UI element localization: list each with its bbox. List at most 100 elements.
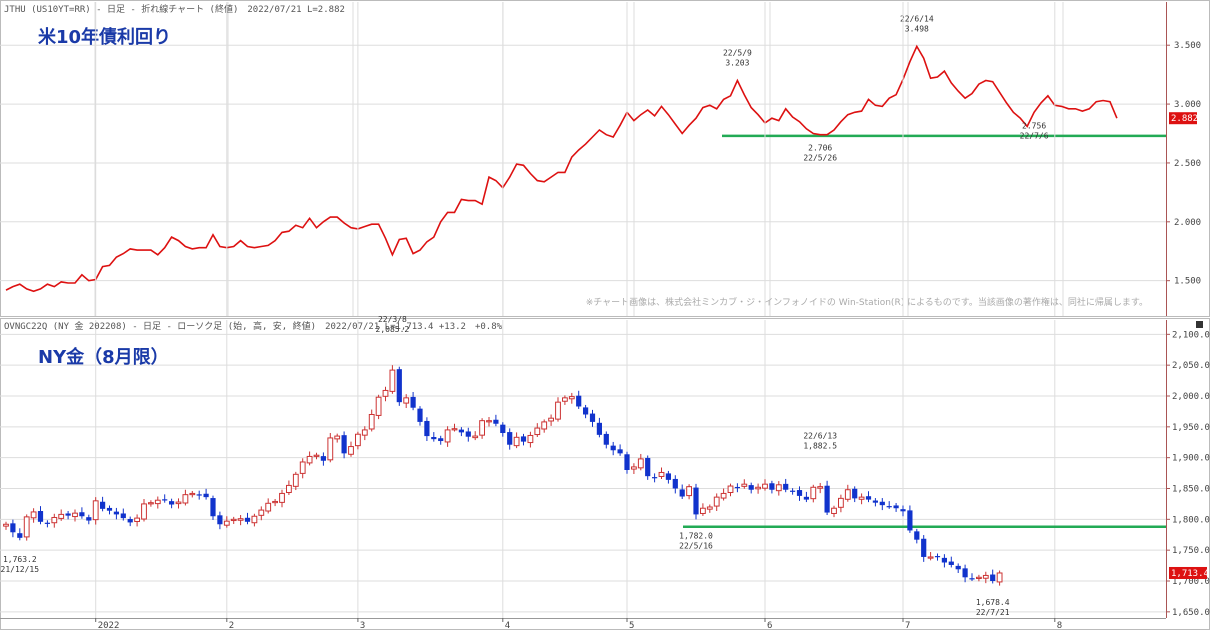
gold-candle [44, 520, 50, 528]
yield-title: 米10年債利回り [38, 26, 171, 48]
gold-candle [879, 498, 885, 511]
gold-candle [341, 431, 347, 459]
gold-candle-body [10, 523, 16, 533]
gold-candle [934, 553, 941, 561]
gold-candle [424, 417, 430, 442]
gold-candle-body [934, 556, 941, 558]
gold-candle-body [286, 484, 292, 494]
gold-candle-body [210, 498, 216, 517]
gold-candle-body [893, 505, 899, 509]
gold-annotation-date: 22/6/13 [803, 432, 837, 441]
yield-last-value: 2.882 [1171, 114, 1198, 124]
gold-candle [299, 458, 306, 479]
gold-candle-body [548, 417, 555, 422]
gold-candle-body [348, 446, 354, 455]
gold-candle [134, 514, 140, 527]
gold-candle [583, 404, 589, 419]
gold-candle [803, 491, 809, 503]
gold-candle [568, 392, 575, 404]
gold-candle-body [223, 520, 230, 526]
gold-candle-body [720, 492, 727, 499]
gold-candle [465, 427, 471, 442]
gold-candle [120, 508, 126, 521]
gold-candle [941, 554, 947, 568]
gold-candle-body [921, 538, 927, 557]
gold-candle [438, 435, 444, 445]
gold-candle-body [645, 457, 651, 477]
gold-candle-body [23, 516, 30, 538]
gold-candle [251, 513, 258, 527]
gold-candle [755, 483, 762, 494]
gold-candle [927, 552, 934, 561]
gold-candle-body [3, 523, 9, 527]
gold-candle [893, 502, 899, 512]
gold-annotation-date: 22/7/21 [976, 608, 1010, 617]
gold-candle-body [783, 483, 789, 490]
yield-annotation-value: 3.498 [905, 24, 929, 33]
gold-candle-body [292, 473, 299, 487]
gold-candle-body [299, 461, 306, 474]
gold-candle-body [44, 522, 50, 524]
gold-candle [658, 467, 665, 479]
gold-candle [720, 488, 727, 501]
gold-candle-body [175, 501, 182, 505]
gold-candle-body [500, 424, 506, 433]
gold-candle-body [334, 435, 341, 440]
gold-candle [762, 479, 768, 491]
gold-candle-body [37, 511, 44, 522]
gold-candle [210, 495, 216, 520]
gold-candle [810, 484, 817, 503]
yield-annotation-value: 2.756 [1022, 121, 1046, 130]
gold-candle [507, 428, 513, 450]
gold-candle-body [852, 488, 858, 499]
gold-candle-body [458, 429, 464, 433]
yield-tick-label: 2.500 [1174, 159, 1201, 169]
gold-annotation-value: 1,678.4 [976, 598, 1010, 607]
gold-candle [982, 571, 989, 584]
gold-candle-body [982, 574, 989, 579]
gold-candle-body [624, 454, 630, 470]
gold-candle-body [403, 397, 410, 404]
gold-candle [596, 417, 602, 438]
gold-candle [603, 431, 609, 449]
gold-candle-body [914, 531, 920, 540]
gold-candle-body [17, 533, 23, 538]
gold-candle [872, 498, 878, 507]
gold-candle [541, 419, 548, 433]
gold-candle-body [479, 420, 486, 436]
gold-candle-body [451, 428, 458, 431]
gold-candle [576, 390, 582, 409]
gold-annotation-value: 1,763.2 [3, 555, 37, 564]
yield-tick-label: 3.000 [1174, 100, 1201, 110]
gold-title: NY金（8月限） [38, 346, 169, 368]
gold-y-ticks: 2,100.0 2,050.0 2,000.0 1,950.0 1,900.0 1,850… [1166, 330, 1210, 618]
gold-tick-label: 2,100.0 [1172, 330, 1210, 340]
gold-candle [58, 509, 65, 521]
yield-annotation-date: 22/5/26 [803, 154, 837, 163]
gold-candle-body [672, 478, 678, 489]
gold-candle [631, 463, 637, 475]
yield-tick-label: 3.500 [1174, 41, 1201, 51]
gold-candle-body [734, 486, 740, 489]
gold-candle-body [100, 501, 106, 509]
gold-candle [914, 528, 920, 544]
gold-candle [86, 514, 92, 525]
gold-last-value: 1,713.4 [1171, 569, 1209, 579]
gold-candle [92, 497, 99, 525]
gold-candle [348, 441, 354, 457]
gold-candle-body [762, 483, 768, 489]
gold-candle-body [996, 572, 1003, 583]
gold-candles [3, 365, 1003, 586]
gold-annotation-date: 22/3/8 [378, 315, 407, 324]
gold-candle [451, 423, 458, 432]
gold-candle [203, 488, 209, 500]
gold-candle [355, 431, 361, 450]
gold-candle [486, 416, 492, 427]
gold-candle-body [217, 515, 223, 525]
yield-series-line [5, 44, 1118, 293]
gold-candle-body [555, 401, 561, 420]
gold-tick-label: 1,950.0 [1172, 423, 1210, 433]
gold-candle-body [341, 435, 347, 454]
gold-candle [962, 564, 968, 583]
gold-candle [10, 519, 16, 538]
